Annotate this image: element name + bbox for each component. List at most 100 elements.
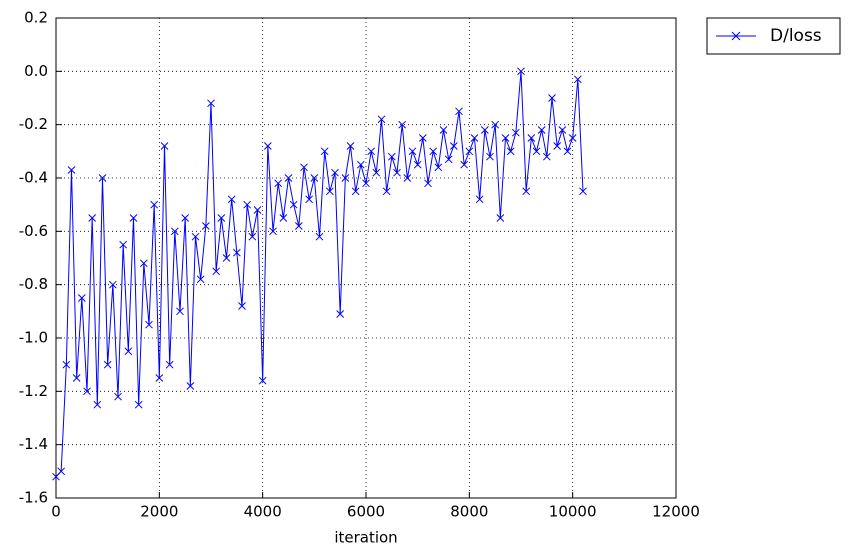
x-tick-label: 10000	[549, 503, 597, 521]
data-point	[475, 195, 484, 204]
data-point	[114, 392, 122, 401]
data-point	[537, 126, 546, 134]
data-point	[418, 134, 427, 142]
data-point	[563, 147, 572, 156]
data-point	[258, 376, 267, 385]
data-point	[181, 214, 190, 222]
x-tick-label: 4000	[244, 503, 282, 521]
data-point	[568, 134, 577, 142]
data-point	[346, 142, 355, 150]
x-tick-label: 8000	[450, 503, 488, 521]
data-point	[191, 232, 200, 241]
data-point	[439, 126, 448, 134]
data-point	[573, 75, 582, 84]
data-point	[331, 168, 339, 177]
data-point	[341, 174, 350, 182]
data-point	[238, 302, 246, 310]
data-point	[408, 147, 417, 156]
x-tick-label: 6000	[347, 503, 385, 521]
data-point	[444, 155, 453, 164]
data-point	[480, 126, 489, 134]
data-point	[506, 147, 515, 156]
data-point	[387, 152, 396, 161]
data-point	[274, 179, 283, 188]
data-point	[486, 152, 494, 161]
data-point	[470, 134, 479, 142]
data-point	[496, 214, 505, 222]
y-tick-label: -0.6	[19, 222, 48, 240]
data-point	[413, 160, 422, 169]
data-point	[284, 174, 293, 182]
data-point	[403, 174, 412, 182]
data-point	[124, 347, 133, 356]
data-point	[362, 179, 370, 188]
data-point	[139, 259, 148, 268]
data-point	[155, 374, 164, 382]
y-tick-label: -0.8	[19, 275, 48, 293]
data-point	[83, 387, 91, 396]
data-point	[170, 227, 179, 236]
legend-label: D/loss	[770, 26, 822, 46]
y-tick-label: -0.4	[19, 169, 48, 187]
data-point	[77, 294, 86, 302]
data-point	[320, 147, 329, 156]
data-point	[98, 174, 107, 182]
data-point	[269, 227, 277, 236]
data-point	[351, 187, 360, 196]
data-point	[315, 232, 324, 241]
data-point	[372, 168, 381, 177]
data-point	[294, 222, 303, 230]
data-line	[55, 71, 584, 478]
data-point	[367, 147, 376, 156]
data-point	[227, 195, 236, 204]
data-point	[548, 94, 556, 102]
data-point	[88, 214, 97, 222]
legend-marker	[731, 31, 741, 41]
data-point	[165, 360, 174, 369]
data-point	[305, 195, 314, 204]
data-point	[465, 147, 474, 156]
data-point	[150, 200, 159, 209]
data-point	[434, 163, 443, 172]
data-point	[186, 382, 195, 390]
data-point	[532, 147, 541, 156]
data-point	[201, 222, 210, 230]
x-tick-label: 2000	[140, 503, 178, 521]
data-point	[424, 179, 432, 188]
data-point	[279, 214, 288, 222]
x-axis-label: iteration	[334, 529, 397, 547]
y-tick-label: -1.0	[19, 329, 48, 347]
data-point	[449, 142, 458, 150]
data-point	[522, 187, 531, 196]
data-point	[176, 307, 184, 316]
data-point	[160, 142, 169, 150]
data-point	[67, 166, 76, 174]
data-point	[393, 168, 401, 177]
data-point	[455, 107, 463, 116]
data-point	[248, 232, 257, 241]
data-point	[145, 320, 153, 329]
data-point	[243, 200, 252, 209]
data-point	[579, 187, 587, 196]
data-point	[511, 128, 520, 137]
data-point	[212, 267, 221, 276]
data-point	[527, 134, 536, 142]
data-point	[377, 115, 386, 124]
data-point	[429, 147, 438, 156]
data-point	[310, 174, 319, 182]
data-point	[119, 240, 128, 249]
data-point	[103, 360, 112, 369]
data-point	[263, 142, 272, 150]
data-point	[129, 214, 138, 222]
data-point	[93, 400, 102, 409]
data-point	[558, 126, 567, 134]
data-point	[501, 134, 510, 142]
data-point	[356, 160, 365, 169]
data-point	[517, 67, 525, 76]
y-tick-label: -1.4	[19, 435, 48, 453]
data-point	[222, 254, 231, 262]
x-tick-label: 12000	[652, 503, 700, 521]
x-tick-label: 0	[51, 503, 61, 521]
data-point	[207, 99, 215, 108]
legend: D/loss	[706, 17, 841, 55]
